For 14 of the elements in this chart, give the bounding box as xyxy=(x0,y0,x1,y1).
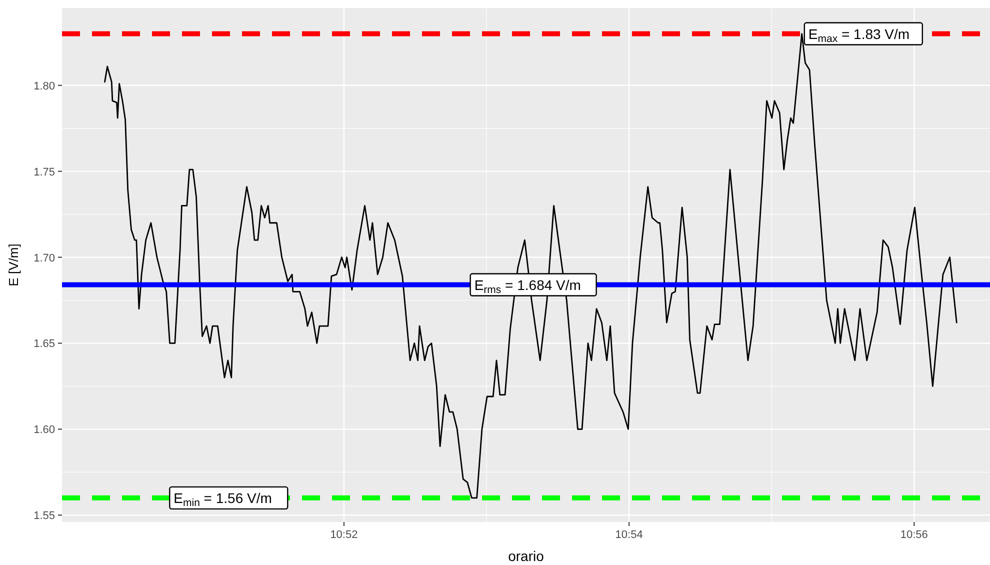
x-tick-label: 10:56 xyxy=(900,529,928,541)
ref-line-label: E$_{rms}$ = 1.684 V/m xyxy=(474,276,581,296)
y-axis-title: E [V/m] xyxy=(6,244,21,286)
y-tick-label: 1.70 xyxy=(34,252,55,264)
ref-line-label: E$_{max}$ = 1.83 V/m xyxy=(808,26,910,46)
y-tick-label: 1.55 xyxy=(34,510,55,522)
y-tick-label: 1.80 xyxy=(34,80,55,92)
ref-line-label: E$_{min}$ = 1.56 V/m xyxy=(174,490,272,510)
y-tick-label: 1.60 xyxy=(34,424,55,436)
x-tick-label: 10:52 xyxy=(330,529,358,541)
y-tick-label: 1.75 xyxy=(34,166,55,178)
x-axis-title: orario xyxy=(508,548,544,564)
y-tick-label: 1.65 xyxy=(34,338,55,350)
x-tick-label: 10:54 xyxy=(615,529,643,541)
